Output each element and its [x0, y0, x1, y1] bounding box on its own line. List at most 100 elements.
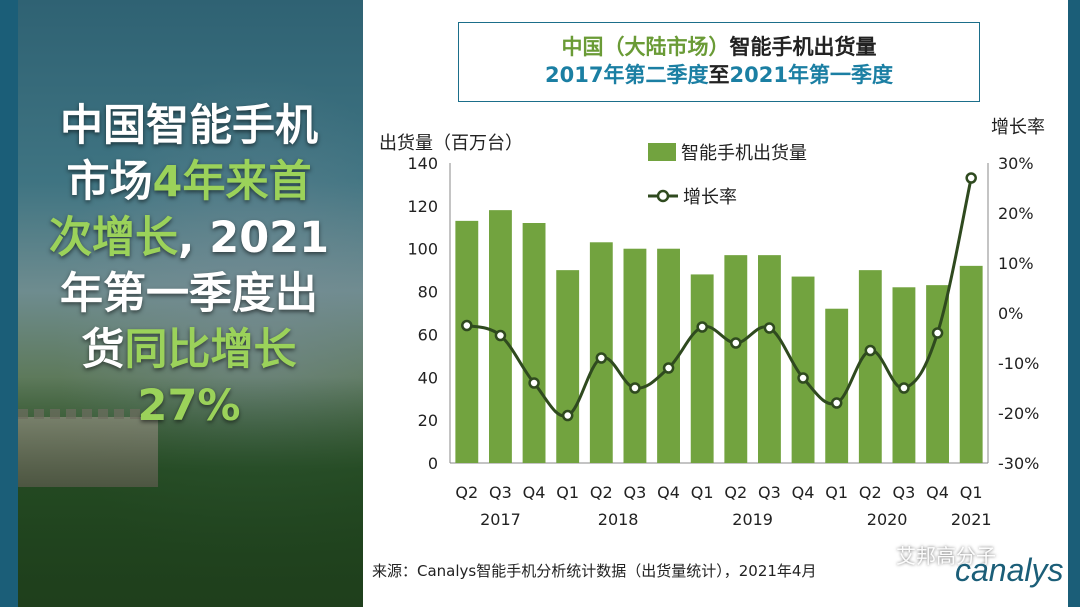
- x-tick-label: Q4: [792, 483, 815, 502]
- x-axis-ticks: Q2 Q3 Q4 Q1 Q2 Q3 Q4 Q1 Q2 Q3 Q4 Q1 Q2 Q3 Q4 Q1: [455, 483, 982, 502]
- growth-point: [931, 327, 944, 339]
- title-part3: 2017年第二季度: [545, 63, 709, 87]
- x-tick-label: Q3: [489, 483, 512, 502]
- chart-title-line2: 2017年第二季度至2021年第一季度: [459, 61, 979, 89]
- bar: [892, 287, 916, 463]
- great-wall-image: [18, 417, 158, 487]
- x-tick-label: Q3: [624, 483, 647, 502]
- legend-line-marker: [656, 189, 670, 203]
- growth-point: [461, 319, 473, 332]
- x-tick-label: Q1: [960, 483, 983, 502]
- year-label: 2020: [867, 510, 908, 529]
- year-label: 2021: [951, 510, 992, 529]
- title-part2: 智能手机出货量: [729, 35, 877, 59]
- year-label: 2019: [732, 510, 773, 529]
- y2-tick-label: -20%: [998, 404, 1039, 423]
- bar: [926, 285, 949, 463]
- headline-line5a: 货: [81, 325, 125, 375]
- x-tick-label: Q2: [590, 483, 613, 502]
- headline-line3a: 次增长: [49, 213, 178, 263]
- y2-tick-label: 20%: [998, 204, 1034, 223]
- x-tick-label: Q4: [523, 483, 546, 502]
- bar: [858, 270, 882, 463]
- bar: [522, 223, 546, 463]
- growth-point: [797, 372, 809, 384]
- y2-axis-label: 增长率: [991, 117, 1045, 138]
- legend-line-label: 增长率: [683, 187, 737, 208]
- bar: [623, 248, 647, 463]
- legend: 智能手机出货量 增长率: [648, 143, 807, 208]
- x-tick-label: Q1: [825, 483, 848, 502]
- photo-panel: 中国智能手机 市场4年来首 次增长, 2021 年第一季度出 货同比增长 27%: [0, 0, 363, 607]
- bar: [825, 308, 849, 463]
- y-tick-label: 80: [418, 283, 438, 302]
- right-axis-ticks: -30% -20% -10% 0% 10% 20% 30%: [998, 154, 1039, 473]
- watermark-text: 艾邦高分子: [896, 544, 996, 568]
- right-frame-bar: [1068, 0, 1080, 607]
- y-tick-label: 120: [407, 197, 438, 216]
- x-tick-label: Q4: [657, 483, 680, 502]
- x-tick-label: Q2: [724, 483, 747, 502]
- wechat-icon: [868, 549, 890, 566]
- x-tick-label: Q4: [926, 483, 949, 502]
- title-part5: 2021年第一季度: [729, 63, 893, 87]
- y2-tick-label: -30%: [998, 454, 1039, 473]
- bar: [556, 270, 580, 463]
- y2-tick-label: 0%: [998, 304, 1023, 323]
- growth-point: [561, 409, 574, 422]
- watermark: 艾邦高分子: [868, 540, 996, 569]
- year-label: 2017: [480, 510, 521, 529]
- x-tick-label: Q3: [758, 483, 781, 502]
- y-tick-label: 20: [418, 411, 438, 430]
- growth-line-series: [461, 172, 977, 422]
- headline-line1: 中国智能手机: [60, 101, 318, 151]
- growth-point: [965, 172, 977, 184]
- y2-tick-label: -10%: [998, 354, 1039, 373]
- headline-line2b: 4年来首: [152, 157, 312, 207]
- growth-point: [696, 321, 708, 333]
- bar: [959, 265, 983, 463]
- bar: [791, 276, 815, 463]
- x-tick-label: Q2: [455, 483, 478, 502]
- growth-point: [898, 382, 910, 394]
- bar: [657, 248, 680, 463]
- y-tick-label: 100: [407, 240, 438, 259]
- y2-tick-label: 10%: [998, 254, 1034, 273]
- headline-line3b: , 2021: [178, 213, 329, 263]
- left-axis-ticks: 0 20 40 60 80 100 120 140: [407, 154, 438, 473]
- headline-line5b: 同比增长: [124, 325, 297, 375]
- headline-line6: 27%: [137, 381, 241, 431]
- headline: 中国智能手机 市场4年来首 次增长, 2021 年第一季度出 货同比增长 27%: [30, 98, 348, 434]
- growth-point: [662, 362, 675, 374]
- chart-title-box: 中国（大陆市场）智能手机出货量 2017年第二季度至2021年第一季度: [458, 22, 980, 102]
- legend-bar-label: 智能手机出货量: [681, 143, 807, 164]
- y-tick-label: 0: [428, 454, 438, 473]
- growth-point: [629, 382, 641, 394]
- chart-title-line1: 中国（大陆市场）智能手机出货量: [459, 33, 979, 61]
- x-tick-label: Q3: [893, 483, 916, 502]
- growth-point: [595, 352, 608, 364]
- year-label: 2018: [598, 510, 639, 529]
- shipment-chart: 0 20 40 60 80 100 120 140 -30% -20% -10% 0% 10% 20% 3…: [379, 117, 1045, 529]
- headline-line4: 年第一季度出: [60, 269, 318, 319]
- y-tick-label: 60: [418, 325, 438, 344]
- title-part1: 中国（大陆市场）: [561, 35, 730, 59]
- canalys-logo: canalys: [955, 552, 1064, 588]
- growth-point: [830, 397, 843, 409]
- bar: [455, 220, 479, 463]
- growth-point: [528, 377, 540, 389]
- growth-point: [864, 344, 877, 357]
- x-tick-label: Q1: [691, 483, 714, 502]
- growth-point: [730, 337, 742, 349]
- bar-series: [455, 210, 983, 463]
- growth-point: [494, 329, 507, 342]
- y2-tick-label: 30%: [998, 154, 1034, 173]
- title-part4: 至: [708, 63, 730, 87]
- bar: [724, 255, 748, 463]
- x-tick-label: Q1: [556, 483, 579, 502]
- growth-point: [763, 322, 776, 334]
- y-tick-label: 140: [407, 154, 438, 173]
- source-note: 来源：Canalys智能手机分析统计数据（出货量统计），2021年4月: [372, 562, 817, 580]
- headline-line2a: 市场: [66, 157, 153, 207]
- x-tick-label: Q2: [859, 483, 882, 502]
